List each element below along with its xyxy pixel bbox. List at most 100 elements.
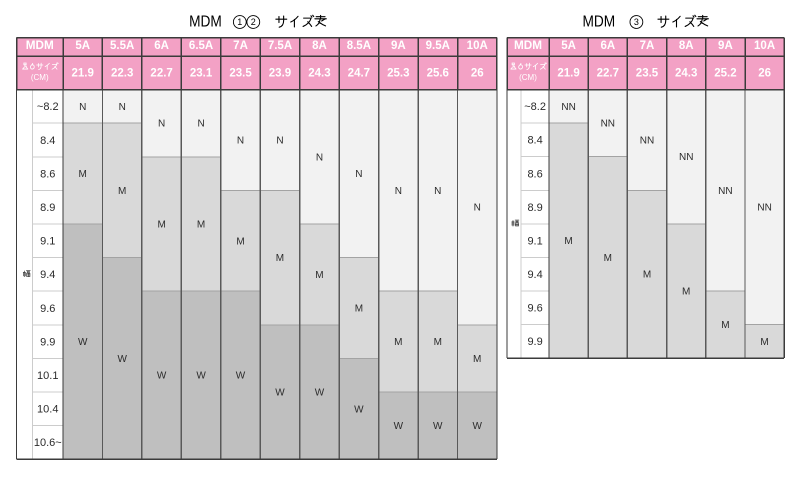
svg-text:8.6: 8.6 (40, 168, 55, 180)
svg-text:10.4: 10.4 (37, 404, 58, 416)
svg-text:N: N (355, 169, 362, 180)
svg-text:25.3: 25.3 (387, 67, 409, 79)
svg-text:6.5A: 6.5A (189, 40, 213, 52)
svg-text:W: W (473, 421, 483, 432)
svg-text:MDM: MDM (189, 14, 222, 31)
svg-text:24.3: 24.3 (675, 67, 697, 79)
svg-text:M: M (643, 270, 651, 281)
svg-text:8.9: 8.9 (40, 202, 55, 214)
svg-text:N: N (158, 119, 165, 130)
svg-text:8.9: 8.9 (527, 202, 542, 214)
svg-text:10.1: 10.1 (37, 370, 58, 382)
svg-text:9.1: 9.1 (527, 235, 542, 247)
svg-text:M: M (197, 220, 205, 231)
svg-text:9.4: 9.4 (527, 269, 542, 281)
svg-text:24.3: 24.3 (308, 67, 330, 79)
svg-text:5.5A: 5.5A (110, 40, 134, 52)
svg-text:25.2: 25.2 (714, 67, 736, 79)
svg-text:W: W (78, 337, 88, 348)
svg-text:N: N (197, 119, 204, 130)
svg-text:7.5A: 7.5A (268, 40, 292, 52)
svg-text:8.4: 8.4 (527, 135, 542, 147)
svg-text:9.5A: 9.5A (426, 40, 450, 52)
svg-text:(CM): (CM) (31, 73, 49, 82)
svg-text:M: M (315, 270, 323, 281)
svg-text:NN: NN (679, 152, 693, 163)
svg-text:6A: 6A (600, 40, 615, 52)
svg-text:22.3: 22.3 (111, 67, 133, 79)
svg-text:N: N (474, 203, 481, 214)
svg-text:9.9: 9.9 (40, 336, 55, 348)
svg-text:NN: NN (601, 119, 615, 130)
svg-text:2: 2 (251, 17, 256, 27)
svg-text:23.9: 23.9 (269, 67, 291, 79)
svg-text:W: W (196, 371, 206, 382)
svg-text:M: M (236, 236, 244, 247)
svg-text:7A: 7A (640, 40, 655, 52)
svg-text:(CM): (CM) (519, 73, 537, 82)
svg-text:23.5: 23.5 (229, 67, 252, 79)
svg-text:NN: NN (718, 186, 732, 197)
svg-text:23.5: 23.5 (636, 67, 659, 79)
svg-text:8A: 8A (312, 40, 327, 52)
svg-text:8.4: 8.4 (40, 135, 55, 147)
svg-text:W: W (157, 371, 167, 382)
svg-text:M: M (604, 253, 612, 264)
svg-text:NN: NN (757, 203, 771, 214)
svg-text:M: M (394, 337, 402, 348)
svg-text:6A: 6A (154, 40, 169, 52)
svg-text:M: M (682, 286, 690, 297)
svg-text:M: M (434, 337, 442, 348)
svg-text:W: W (394, 421, 404, 432)
svg-text:9.4: 9.4 (40, 269, 55, 281)
svg-text:25.6: 25.6 (427, 67, 449, 79)
svg-text:5A: 5A (75, 40, 90, 52)
svg-text:W: W (433, 421, 443, 432)
svg-text:N: N (316, 152, 323, 163)
svg-text:MDM: MDM (582, 14, 615, 31)
svg-text:N: N (434, 186, 441, 197)
svg-text:24.7: 24.7 (348, 67, 370, 79)
svg-text:10A: 10A (467, 40, 488, 52)
svg-text:9.1: 9.1 (40, 236, 55, 248)
svg-text:22.7: 22.7 (150, 67, 172, 79)
svg-text:9.6: 9.6 (40, 303, 55, 315)
svg-text:W: W (117, 354, 127, 365)
svg-text:9A: 9A (391, 40, 406, 52)
svg-text:NN: NN (561, 102, 575, 113)
svg-text:23.1: 23.1 (190, 67, 213, 79)
svg-text:N: N (395, 186, 402, 197)
svg-text:W: W (275, 388, 285, 399)
svg-text:M: M (564, 236, 572, 247)
svg-text:M: M (276, 253, 284, 264)
svg-text:9.9: 9.9 (527, 336, 542, 348)
svg-text:9.6: 9.6 (527, 303, 542, 315)
svg-text:N: N (276, 136, 283, 147)
svg-text:26: 26 (758, 67, 771, 79)
svg-text:10A: 10A (754, 40, 775, 52)
svg-text:21.9: 21.9 (557, 67, 579, 79)
svg-text:M: M (473, 354, 481, 365)
svg-text:7A: 7A (233, 40, 248, 52)
svg-text:M: M (721, 320, 729, 331)
svg-text:~8.2: ~8.2 (37, 101, 59, 113)
svg-text:8.5A: 8.5A (347, 40, 371, 52)
svg-text:N: N (237, 136, 244, 147)
svg-text:22.7: 22.7 (597, 67, 619, 79)
svg-text:NN: NN (640, 135, 654, 146)
svg-text:3: 3 (634, 17, 639, 27)
svg-text:W: W (354, 404, 364, 415)
svg-text:8.6: 8.6 (527, 168, 542, 180)
svg-text:W: W (315, 388, 325, 399)
svg-text:W: W (236, 371, 246, 382)
svg-text:26: 26 (471, 67, 484, 79)
svg-text:5A: 5A (561, 40, 576, 52)
svg-text:10.6~: 10.6~ (34, 437, 62, 449)
svg-text:21.9: 21.9 (72, 67, 94, 79)
svg-text:M: M (760, 337, 768, 348)
svg-text:8A: 8A (679, 40, 694, 52)
svg-text:M: M (118, 186, 126, 197)
svg-text:N: N (119, 102, 126, 113)
svg-text:MDM: MDM (514, 38, 542, 52)
svg-text:MDM: MDM (26, 38, 54, 52)
